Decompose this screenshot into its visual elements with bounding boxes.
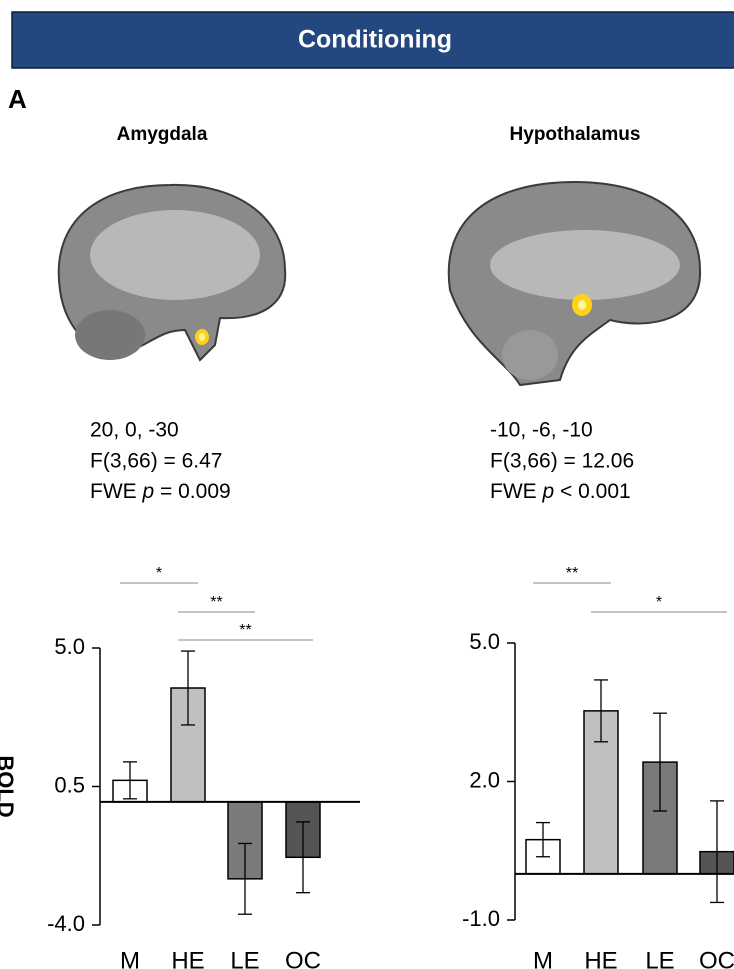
header-bar: [11, 11, 734, 69]
x-tick-label: LE: [230, 947, 259, 969]
p-result: < 0.001: [560, 480, 631, 503]
p-result: = 0.009: [160, 480, 231, 503]
p-symbol: p: [142, 480, 155, 503]
brain-image: [447, 180, 702, 387]
statistic: F(3,66) = 6.47: [90, 450, 223, 473]
correction-method: FWE: [490, 480, 537, 503]
x-tick-label: OC: [699, 947, 734, 969]
x-tick-label: LE: [645, 947, 674, 969]
p-symbol: p: [542, 480, 555, 503]
y-tick-label: 5.0: [54, 634, 85, 659]
statistic: F(3,66) = 12.06: [490, 450, 634, 473]
chart-title: Hypothalamus: [510, 124, 641, 145]
significance-label: **: [566, 565, 578, 582]
x-tick-label: OC: [285, 947, 321, 969]
chart-title: Amygdala: [117, 124, 208, 145]
significance-label: *: [656, 594, 662, 611]
y-tick-label: 0.5: [54, 772, 85, 797]
y-tick-label: 2.0: [469, 767, 500, 792]
correction-method: FWE: [90, 480, 137, 503]
x-tick-label: HE: [584, 947, 617, 969]
y-tick-label: -1.0: [462, 906, 500, 931]
correction: FWE p = 0.009: [90, 480, 231, 503]
x-tick-label: M: [120, 947, 140, 969]
x-tick-label: HE: [171, 947, 204, 969]
coordinates: -10, -6, -10: [490, 419, 593, 442]
brain-image: [57, 183, 287, 362]
header-title: Conditioning: [298, 26, 452, 54]
y-tick-label: -4.0: [47, 911, 85, 936]
significance-label: *: [156, 565, 162, 582]
x-tick-label: M: [533, 947, 553, 969]
correction: FWE p < 0.001: [490, 480, 631, 503]
significance-label: **: [210, 594, 222, 611]
significance-label: **: [239, 622, 251, 639]
y-axis-label: BOLD: [0, 755, 18, 817]
y-tick-label: 5.0: [469, 629, 500, 654]
panel-label: A: [8, 84, 27, 114]
coordinates: 20, 0, -30: [90, 419, 179, 442]
